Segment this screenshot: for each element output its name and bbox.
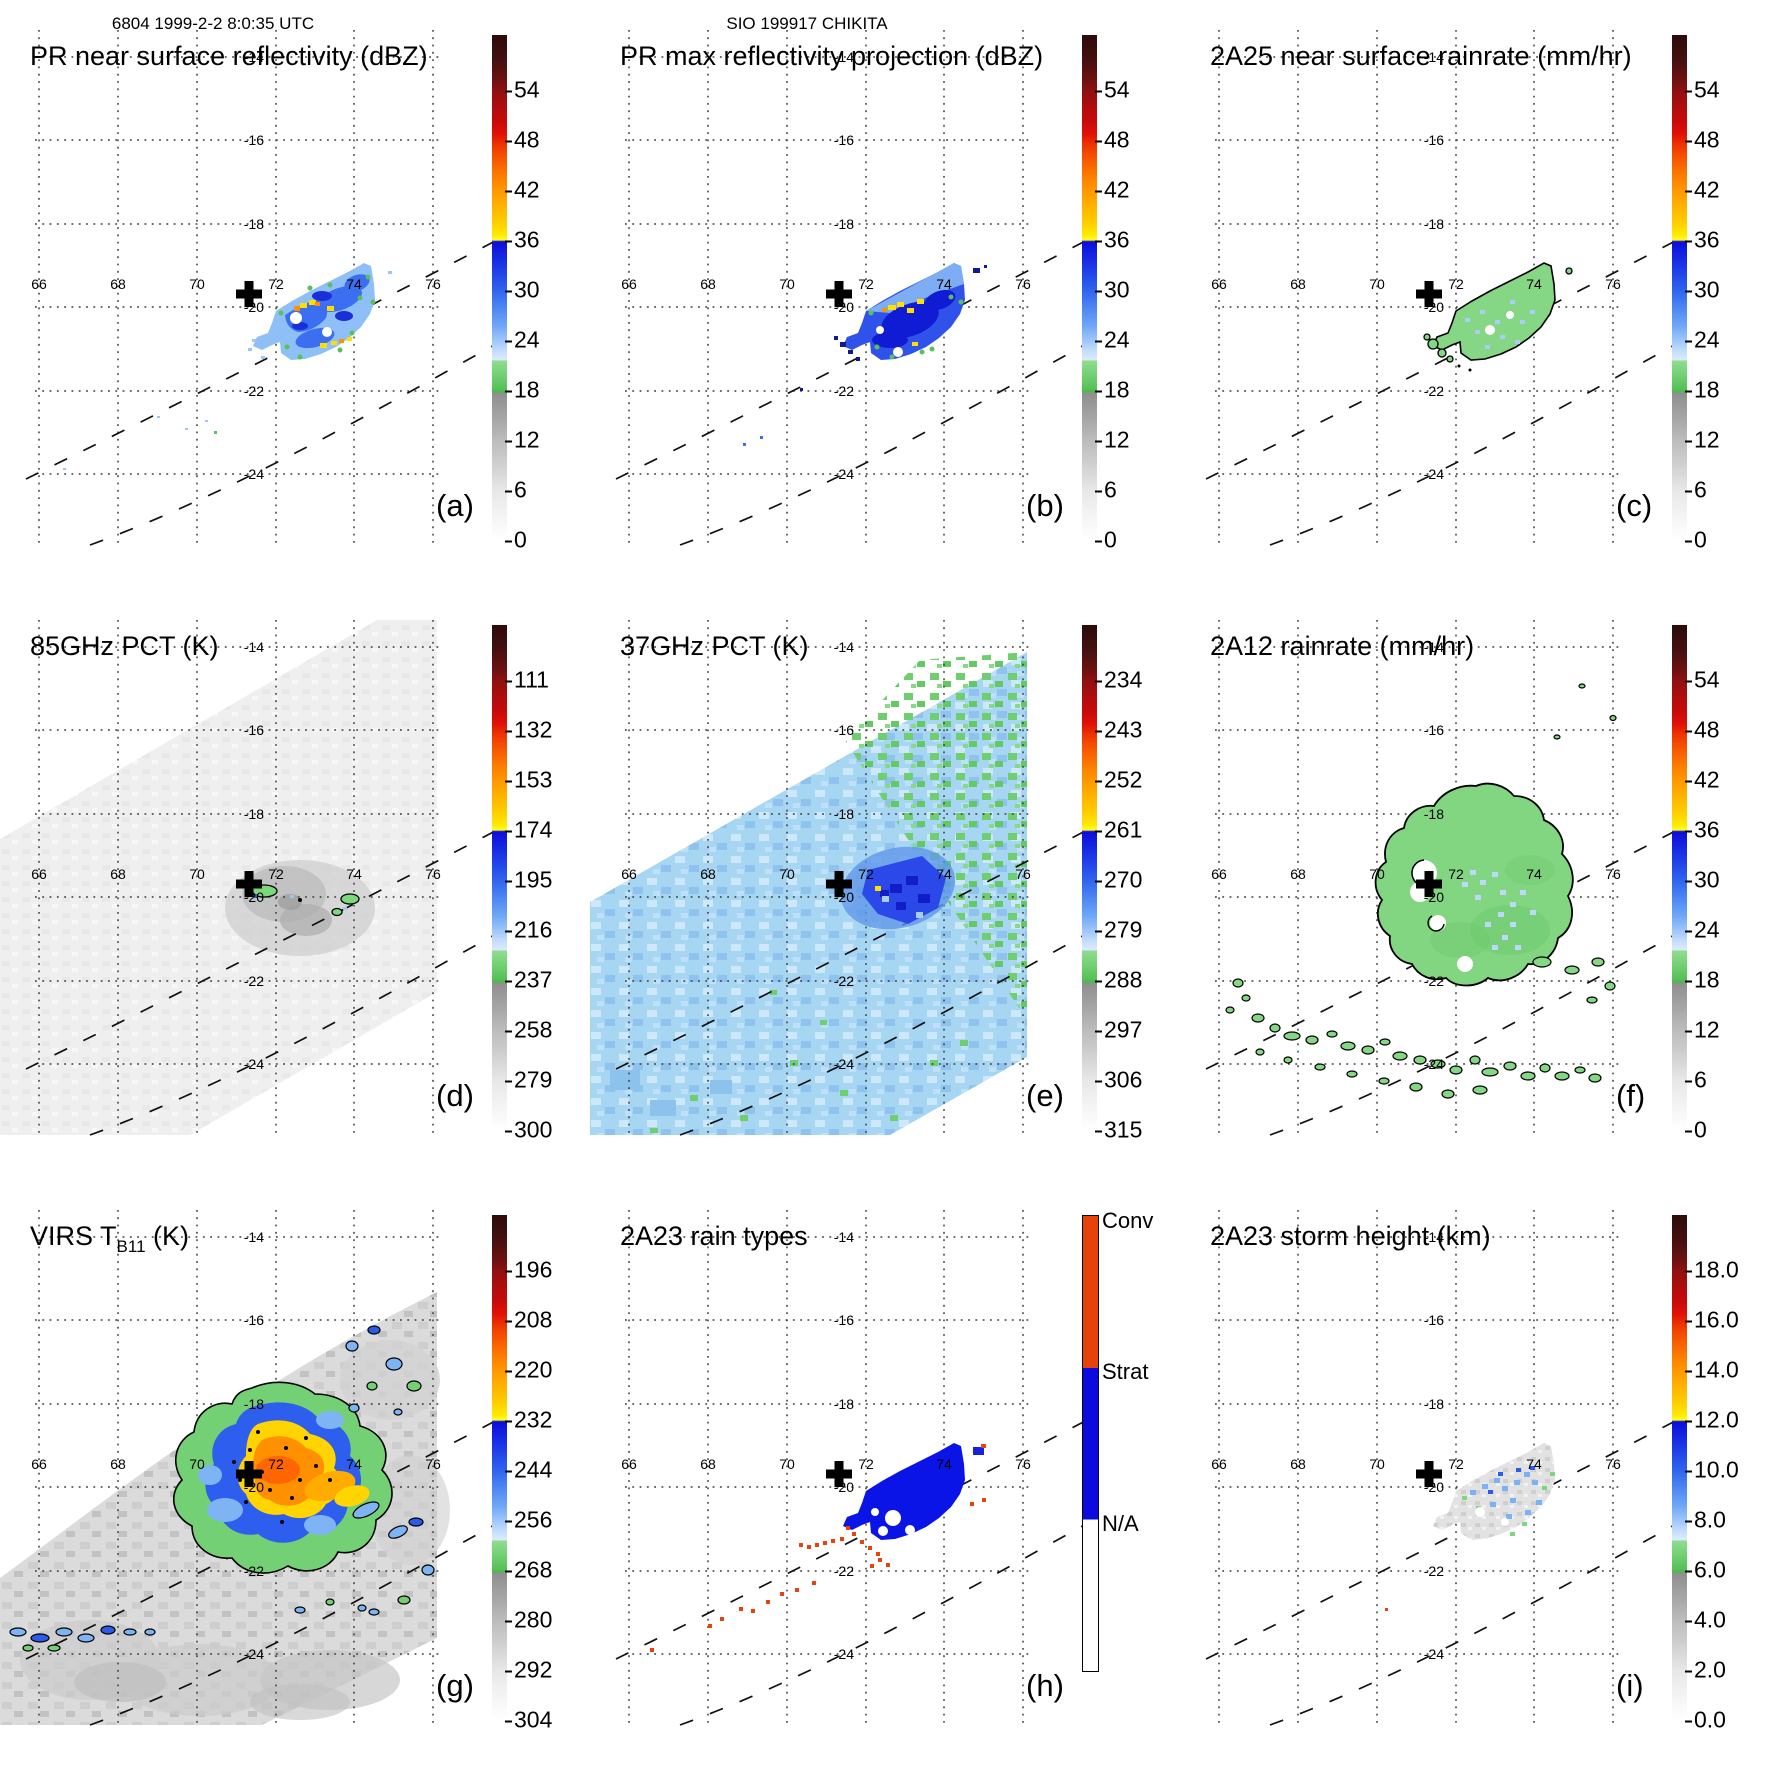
title-tail: (K): [145, 1221, 190, 1251]
reflectivity-rain-cell: [63, 263, 392, 470]
panel-a: PR near surface reflectivity (dBZ) 66 68 7…: [0, 0, 590, 590]
orbit-datetime-header: 6804 1999-2-2 8:0:35 UTC: [111, 14, 315, 33]
map-panel-f: [1205, 620, 1686, 1136]
storm-center-cross: [826, 1461, 852, 1487]
panel-title: 2A25 near surface rainrate (mm/hr): [1210, 41, 1632, 71]
panel-letter: (g): [436, 1668, 474, 1703]
spiral-band-fragments: [9, 1325, 435, 1652]
panel-c: 2A25 near surface rainrate (mm/hr) 66 68 7…: [1180, 0, 1770, 590]
colorbar-rainrate: [1672, 35, 1687, 540]
panel-b: PR max reflectivity projection (dBZ) 66 6…: [590, 0, 1180, 590]
panel-i: 2A23 storm height (km) 66 68 70 72 74 76 -14-…: [1180, 1180, 1770, 1770]
panel-title: VIRS TB11 (K): [30, 1221, 189, 1257]
grid-lines: [35, 620, 440, 1133]
storm-height-region: [1433, 1443, 1555, 1540]
map-panel-d: [0, 620, 506, 1136]
colorbar-dbz: [492, 35, 507, 540]
tmi-swath: [590, 652, 1027, 1135]
panel-d: 85GHz PCT (K) 66 68 70 72 74 76 -14 -16 -18 -20-…: [0, 590, 590, 1180]
storm-center-cross: [826, 871, 852, 897]
isolated-red-pixel: [1385, 1608, 1388, 1611]
title-main: VIRS T: [30, 1221, 117, 1251]
swath-edge-lines: [1205, 235, 1686, 546]
panel-title: PR max reflectivity projection (dBZ): [620, 41, 1044, 71]
swath-edge-lines: [25, 825, 506, 1136]
storm-center-cross: [1416, 281, 1442, 307]
colorbar-storm-height: [1672, 1215, 1687, 1720]
panel-e: 37GHz PCT (K) 66 68 70 72 74 76 -14 -16 -18 -20-…: [590, 590, 1180, 1180]
colorbar-dbz: [1082, 35, 1097, 540]
storm-center-cross: [1416, 1461, 1442, 1487]
panel-title: 2A12 rainrate (mm/hr): [1210, 631, 1475, 661]
colorbar-tb11: [492, 1215, 507, 1720]
storm-center-cross: [236, 281, 262, 307]
colorbar-rainrate: [1672, 625, 1687, 1130]
map-panel-g: [0, 1210, 506, 1726]
storm-center-cross: [236, 871, 262, 897]
map-panel-b: [615, 30, 1096, 546]
swath-edge-lines: [615, 825, 1096, 1136]
storm-center-cross: [1416, 871, 1442, 897]
panel-letter: (b): [1026, 488, 1064, 523]
panel-letter: (d): [436, 1078, 474, 1113]
convective-pixels: [650, 1498, 986, 1652]
panel-letter: (i): [1616, 1668, 1644, 1703]
colorbar-pct37: [1082, 625, 1097, 1130]
panel-letter: (a): [436, 488, 474, 523]
detached-cell: [973, 1444, 986, 1455]
storm-name-header: SIO 199917 CHIKITA: [726, 14, 888, 33]
grid-lines: [625, 30, 1030, 543]
tmi-rain-region: [1374, 782, 1574, 987]
ice-scatter-cells: [248, 884, 360, 917]
swath-edge-lines: [25, 1415, 506, 1726]
tmi-swath: [0, 620, 437, 1135]
panel-title: 2A23 rain types: [620, 1221, 808, 1251]
storm-center-cross: [826, 281, 852, 307]
swath-edge-lines: [25, 235, 506, 546]
grid-lines: [625, 1210, 1030, 1723]
map-panel-c: [1205, 30, 1686, 546]
storm-center-cross: [236, 1461, 262, 1487]
panel-h: 2A23 rain types 66 68 70 72 74 76 -14 -16 -18 -2…: [590, 1180, 1180, 1770]
panel-letter: (c): [1616, 488, 1653, 523]
panel-title: 2A23 storm height (km): [1210, 1221, 1491, 1251]
cloud-shield: [173, 1381, 393, 1574]
colorbar-pct85: [492, 625, 507, 1130]
title-subscript: B11: [116, 1237, 146, 1256]
swath-edge-lines: [1205, 1415, 1686, 1726]
grid-lines: [35, 30, 440, 543]
colorbar-rain-types: [1082, 1215, 1099, 1672]
rainrate-region: [1423, 262, 1573, 372]
scattered-rain-cells: [1225, 683, 1617, 1099]
map-panel-e: [590, 620, 1096, 1136]
yellow-pixel: [875, 886, 881, 891]
panel-g: VIRS TB11 (K) 66 68 70 72 74 76 -14 -16 -18 -20-…: [0, 1180, 590, 1770]
grid-lines: [1215, 30, 1620, 543]
map-panel-a: [25, 30, 506, 546]
swath-edge-lines: [1205, 825, 1686, 1136]
panel-letter: (f): [1616, 1078, 1646, 1113]
swath-edge-lines: [615, 235, 1096, 546]
map-panel-h: [615, 1210, 1096, 1726]
map-panel-i: [1205, 1210, 1686, 1726]
panel-f: 2A12 rainrate (mm/hr) 66 68 70 72 74 76 -14 -1…: [1180, 590, 1770, 1180]
panel-title: PR near surface reflectivity (dBZ): [30, 41, 428, 71]
panel-title: 37GHz PCT (K): [620, 631, 809, 661]
max-reflectivity-cell: [743, 263, 987, 446]
pct37-depression: [840, 846, 956, 930]
panel-letter: (h): [1026, 1668, 1064, 1703]
grid-lines: [1215, 1210, 1620, 1723]
panel-letter: (e): [1026, 1078, 1064, 1113]
panel-title: 85GHz PCT (K): [30, 631, 219, 661]
stratiform-region: [843, 1443, 965, 1540]
swath-edge-lines: [615, 1415, 1096, 1726]
